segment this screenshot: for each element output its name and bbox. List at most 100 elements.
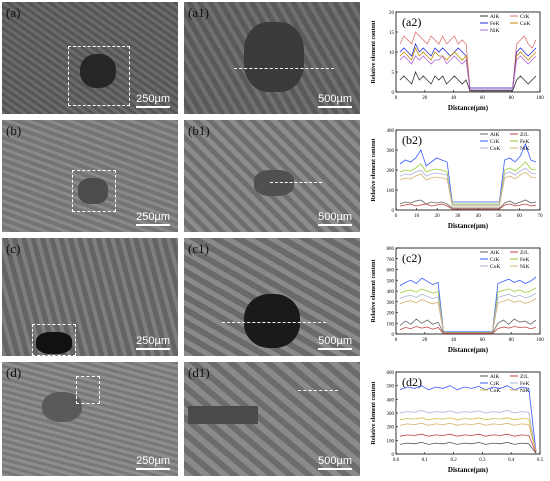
x-tick-label: 60 xyxy=(517,214,523,219)
panel-label-c1: (c1) xyxy=(188,241,209,256)
legend-label: ZrL xyxy=(520,132,529,138)
x-tick-label: 60 xyxy=(480,96,486,101)
y-tick-label: 700 xyxy=(387,258,395,263)
chart-title: (c2) xyxy=(402,251,421,265)
series-line-AlK xyxy=(399,70,537,92)
series-line-CoK xyxy=(399,417,537,453)
legend-label: NiK xyxy=(520,146,530,152)
chart-c2: (c2) 0 100 200 300 400 500 600 700 800 0 20 40 60 80 10… xyxy=(366,238,548,356)
legend-label: CrK xyxy=(490,139,500,145)
scale-bar-b1: 500µm xyxy=(318,211,352,226)
y-tick-label: 5 xyxy=(392,71,395,76)
legend-label: AlK xyxy=(490,132,500,138)
scale-bar-d: 250µm xyxy=(136,455,170,470)
series-line-CrK xyxy=(399,142,537,203)
series-line-FeK xyxy=(399,287,537,333)
x-tick-label: 40 xyxy=(451,96,457,101)
legend-label: CoK xyxy=(490,146,500,152)
legend-label: CoK xyxy=(490,264,500,270)
scale-bar-text-b1: 500µm xyxy=(318,211,352,223)
legend-label: NiK xyxy=(520,388,530,394)
panel-label-a1: (a1) xyxy=(188,5,209,20)
legend-label: NiK xyxy=(520,264,530,270)
x-tick-label: 0.2 xyxy=(450,458,457,463)
pore-region xyxy=(254,170,294,196)
panel-label-b1: (b1) xyxy=(188,123,210,138)
y-tick-label: 0 xyxy=(392,91,395,96)
chart-b2: (b2) 0 100 200 300 400 0 10 20 30 40 50 60 70 Distance… xyxy=(366,120,548,232)
legend-label: ZrL xyxy=(520,250,529,256)
sem-image-a: (a) 250µm xyxy=(2,2,178,114)
y-tick-label: 15 xyxy=(389,31,395,36)
scale-bar-c: 250µm xyxy=(136,335,170,350)
x-tick-label: 100 xyxy=(536,338,544,343)
x-tick-label: 70 xyxy=(538,214,544,219)
x-tick-label: 0.3 xyxy=(479,458,486,463)
y-axis-label: Relative element content xyxy=(371,139,377,202)
zoom-box-c xyxy=(32,324,76,356)
series-line-CoK xyxy=(399,167,537,206)
x-tick-label: 30 xyxy=(455,214,461,219)
scan-line-b1 xyxy=(270,182,322,183)
x-tick-label: 60 xyxy=(480,338,486,343)
sem-image-c1: (c1) 500µm xyxy=(184,238,360,356)
y-tick-label: 100 xyxy=(387,439,395,444)
series-line-ZrL xyxy=(399,203,537,210)
scale-bar-text-c1: 500µm xyxy=(318,335,352,347)
x-tick-label: 0.5 xyxy=(537,458,544,463)
chart-d2: (d2) 0 100 200 300 400 500 600 0.0 0.1 0.2 0.3 0.4 0.… xyxy=(366,362,548,476)
y-tick-label: 400 xyxy=(387,129,395,134)
y-axis-label: Relative element content xyxy=(371,21,377,84)
x-tick-label: 40 xyxy=(476,214,482,219)
x-tick-label: 50 xyxy=(496,214,502,219)
chart-title: (b2) xyxy=(402,133,422,147)
x-tick-label: 0.0 xyxy=(393,458,400,463)
x-tick-label: 0.4 xyxy=(508,458,515,463)
series-line-AlK xyxy=(399,318,537,334)
x-tick-label: 0 xyxy=(395,214,398,219)
legend-label: CoK xyxy=(520,21,530,27)
x-axis-label: Distance(µm) xyxy=(448,222,489,230)
legend-label: ZrL xyxy=(520,374,529,380)
sem-image-d: (d) 250µm xyxy=(2,362,178,476)
x-tick-label: 20 xyxy=(422,338,428,343)
pore-region xyxy=(78,178,108,204)
series-line-NiK xyxy=(399,55,537,91)
legend-label: FeK xyxy=(490,21,500,27)
scale-bar-d1: 500µm xyxy=(318,455,352,470)
x-tick-label: 10 xyxy=(414,214,420,219)
y-tick-label: 800 xyxy=(387,247,395,252)
series-line-NiK xyxy=(399,171,537,207)
scale-bar-c1: 500µm xyxy=(318,335,352,350)
panel-label-d: (d) xyxy=(6,365,22,380)
y-tick-label: 300 xyxy=(387,301,395,306)
x-tick-label: 40 xyxy=(451,338,457,343)
x-axis-label: Distance(µm) xyxy=(448,466,489,474)
legend-label: CrK xyxy=(520,14,530,20)
y-tick-label: 400 xyxy=(387,398,395,403)
y-tick-label: 500 xyxy=(387,279,395,284)
pore-region xyxy=(244,22,304,92)
scale-bar-a: 250µm xyxy=(136,93,170,108)
y-tick-label: 100 xyxy=(387,322,395,327)
x-axis-label: Distance(µm) xyxy=(448,346,489,354)
series-line-AlK xyxy=(399,199,537,209)
series-line-AlK xyxy=(399,441,537,454)
scale-bar-a1: 500µm xyxy=(318,93,352,108)
x-tick-label: 20 xyxy=(422,96,428,101)
line-chart-a2: (a2) 0 5 10 15 20 0 20 40 60 80 100 Distance(µm) Rela… xyxy=(371,11,544,112)
y-tick-label: 500 xyxy=(387,385,395,390)
x-tick-label: 0 xyxy=(395,96,398,101)
y-tick-label: 300 xyxy=(387,149,395,154)
chart-a2: (a2) 0 5 10 15 20 0 20 40 60 80 100 Distance(µm) Rela… xyxy=(366,2,548,114)
legend-label: FeK xyxy=(520,139,530,145)
pore-region xyxy=(36,332,72,354)
x-tick-label: 80 xyxy=(509,338,515,343)
legend-label: NiK xyxy=(490,28,500,34)
y-tick-label: 200 xyxy=(387,312,395,317)
series-line-ZrL xyxy=(399,433,537,454)
legend-label: AlK xyxy=(490,14,500,20)
scale-bar-b: 250µm xyxy=(136,211,170,226)
y-tick-label: 0 xyxy=(392,453,395,458)
line-chart-b2: (b2) 0 100 200 300 400 0 10 20 30 40 50 60 70 Distance… xyxy=(371,129,544,230)
